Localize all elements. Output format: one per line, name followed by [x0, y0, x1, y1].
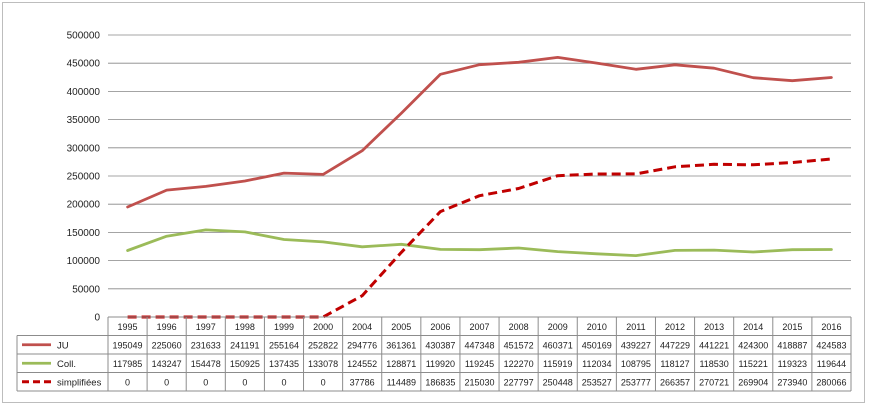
- x-tick-label: 2010: [587, 322, 607, 332]
- data-label: 447348: [464, 340, 494, 350]
- data-label: 112034: [582, 359, 611, 369]
- data-label: 118530: [699, 359, 728, 369]
- data-label: 0: [164, 377, 169, 387]
- series-line-ju: [126, 56, 833, 209]
- x-tick-label: 2011: [626, 322, 645, 332]
- data-label: 115221: [739, 359, 768, 369]
- x-tick-label: 2006: [430, 322, 450, 332]
- y-tick-label: 150000: [67, 228, 101, 239]
- data-label: 118127: [660, 359, 689, 369]
- data-label: 227797: [504, 377, 534, 387]
- data-label: 37786: [350, 377, 375, 387]
- gridlines: [108, 34, 851, 290]
- data-label: 119323: [778, 359, 807, 369]
- legend-entry: Coll.: [57, 359, 76, 370]
- data-label: 424583: [816, 340, 846, 350]
- legend-entry: JU: [57, 340, 69, 351]
- data-table: 1995 1996 1997 1998 1999 2000 2004 2005 2006 2007…: [16, 316, 852, 392]
- data-label: 451572: [504, 340, 534, 350]
- data-label: 241191: [230, 340, 259, 350]
- x-tick-label: 1998: [235, 322, 255, 332]
- x-tick-label: 2000: [313, 322, 333, 332]
- data-label: 0: [321, 377, 326, 387]
- data-label: 252822: [308, 340, 338, 350]
- data-label: 122270: [504, 359, 534, 369]
- x-tick-label: 2014: [743, 322, 763, 332]
- y-tick-label: 250000: [67, 172, 101, 183]
- y-tick-label: 200000: [67, 200, 101, 211]
- x-tick-label: 1996: [157, 322, 177, 332]
- x-tick-label: 2013: [704, 322, 724, 332]
- y-tick-label: 100000: [67, 256, 101, 267]
- x-tick-label: 2004: [352, 322, 372, 332]
- data-label: 280066: [816, 377, 846, 387]
- y-tick-label: 500000: [67, 31, 101, 42]
- data-label: 450169: [582, 340, 612, 350]
- data-label: 250448: [543, 377, 573, 387]
- data-label: 114489: [387, 377, 416, 387]
- x-tick-label: 2008: [509, 322, 529, 332]
- data-label: 460371: [543, 340, 573, 350]
- series-line-coll: [126, 228, 833, 258]
- data-label: 0: [125, 377, 130, 387]
- data-label: 266357: [660, 377, 690, 387]
- y-tick-label: 400000: [67, 87, 101, 98]
- data-label: 270721: [699, 377, 729, 387]
- data-label: 255164: [269, 340, 299, 350]
- data-label: 119644: [817, 359, 846, 369]
- data-label: 143247: [152, 359, 182, 369]
- y-tick-label: 450000: [67, 59, 101, 70]
- data-label: 215030: [464, 377, 494, 387]
- data-label: 447229: [660, 340, 690, 350]
- y-tick-label: 300000: [67, 143, 101, 154]
- data-label: 430387: [425, 340, 455, 350]
- data-label: 186835: [425, 377, 455, 387]
- data-label: 273940: [777, 377, 807, 387]
- data-label: 231633: [191, 340, 221, 350]
- data-label: 117985: [113, 359, 142, 369]
- data-label: 119245: [465, 359, 494, 369]
- data-label: 225060: [152, 340, 182, 350]
- y-axis: 0 50000 100000 150000 200000 250000 300000 3500…: [67, 31, 101, 324]
- data-label: 119920: [426, 359, 455, 369]
- data-label: 253527: [582, 377, 612, 387]
- data-label: 361361: [386, 340, 416, 350]
- data-label: 0: [203, 377, 208, 387]
- data-label: 0: [281, 377, 286, 387]
- data-label: 128871: [386, 359, 416, 369]
- x-tick-label: 2012: [665, 322, 685, 332]
- data-label: 108795: [621, 359, 651, 369]
- x-tick-label: 2009: [548, 322, 568, 332]
- data-label: 115919: [543, 359, 572, 369]
- data-label: 0: [242, 377, 247, 387]
- x-tick-label: 1995: [118, 322, 138, 332]
- y-tick-label: 0: [94, 313, 100, 324]
- data-label: 439227: [621, 340, 651, 350]
- data-label: 137435: [269, 359, 299, 369]
- x-tick-label: 2007: [469, 322, 489, 332]
- y-tick-label: 50000: [72, 284, 100, 295]
- x-tick-label: 2005: [391, 322, 411, 332]
- y-tick-label: 350000: [67, 115, 101, 126]
- data-label: 150925: [230, 359, 260, 369]
- data-label: 195049: [113, 340, 143, 350]
- data-label: 269904: [738, 377, 768, 387]
- data-label: 133078: [308, 359, 338, 369]
- data-label: 253777: [621, 377, 651, 387]
- data-label: 294776: [347, 340, 377, 350]
- x-tick-label: 2016: [821, 322, 841, 332]
- data-label: 424300: [738, 340, 768, 350]
- data-label: 441221: [699, 340, 729, 350]
- data-label: 154478: [191, 359, 221, 369]
- x-tick-label: 1997: [196, 322, 216, 332]
- x-tick-label: 2015: [782, 322, 802, 332]
- data-label: 418887: [777, 340, 807, 350]
- series-lines: [126, 56, 833, 319]
- data-label: 124552: [347, 359, 377, 369]
- x-tick-label: 1999: [274, 322, 294, 332]
- legend-entry: simplifiées: [57, 377, 102, 388]
